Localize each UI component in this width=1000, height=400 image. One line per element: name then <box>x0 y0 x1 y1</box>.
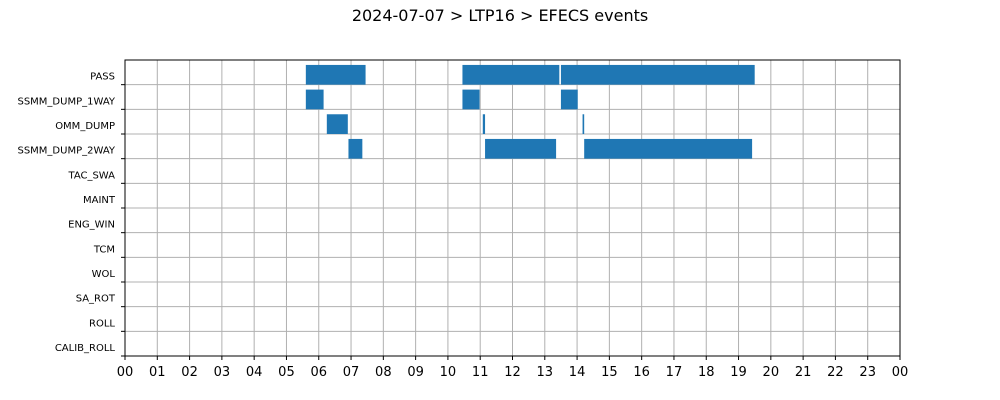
y-tick-label: TAC_SWA <box>67 170 115 181</box>
x-tick-label: 18 <box>698 365 715 380</box>
x-tick-label: 07 <box>343 365 360 380</box>
x-tick-label: 21 <box>795 365 812 380</box>
x-tick-label: 10 <box>440 365 457 380</box>
event-bar <box>305 64 366 85</box>
y-tick-label: CALIB_ROLL <box>55 343 116 354</box>
event-bar <box>482 114 486 134</box>
event-bar <box>326 114 348 134</box>
y-tick-label: MAINT <box>83 195 116 206</box>
y-tick-label: OMM_DUMP <box>55 121 115 132</box>
x-tick-label: 14 <box>569 365 586 380</box>
x-tick-label: 08 <box>375 365 392 380</box>
x-tick-label: 09 <box>407 365 424 380</box>
x-tick-label: 00 <box>892 365 909 380</box>
event-bar <box>584 138 753 159</box>
x-tick-label: 13 <box>537 365 554 380</box>
event-bar <box>462 64 560 85</box>
y-tick-label: TCM <box>93 244 115 255</box>
y-tick-label: WOL <box>92 269 116 280</box>
x-tick-label: 06 <box>310 365 327 380</box>
event-bar <box>582 114 585 134</box>
event-bar <box>485 138 557 159</box>
grid-layer <box>124 60 901 357</box>
y-tick-label: SSMM_DUMP_2WAY <box>17 146 115 157</box>
y-tick-label: SA_ROT <box>76 294 116 305</box>
x-tick-label: 05 <box>278 365 295 380</box>
y-tick-label: ENG_WIN <box>68 220 115 231</box>
x-tick-label: 03 <box>214 365 231 380</box>
x-tick-label: 17 <box>666 365 683 380</box>
x-tick-label: 04 <box>246 365 263 380</box>
event-bar <box>462 89 480 110</box>
bars-layer <box>305 64 755 159</box>
x-tick-label: 15 <box>601 365 618 380</box>
x-tick-label: 11 <box>472 365 489 380</box>
ticks-layer: 00 01 02 03 04 05 06 07 08 09 10 11 12 13 14 15 16 17 18 19… <box>17 72 908 380</box>
event-bar <box>305 89 324 110</box>
x-tick-label: 23 <box>859 365 876 380</box>
x-tick-label: 16 <box>633 365 650 380</box>
event-bar <box>348 138 363 159</box>
y-tick-label: PASS <box>90 72 115 83</box>
event-bar <box>560 89 578 110</box>
x-tick-label: 00 <box>117 365 134 380</box>
x-tick-label: 01 <box>149 365 166 380</box>
x-tick-label: 22 <box>827 365 844 380</box>
y-tick-label: ROLL <box>89 318 115 329</box>
x-tick-label: 12 <box>504 365 521 380</box>
x-tick-label: 20 <box>763 365 780 380</box>
x-tick-label: 02 <box>181 365 198 380</box>
plot-frame <box>124 59 901 357</box>
event-bar <box>560 64 755 85</box>
chart-title: 2024-07-07 > LTP16 > EFECS events <box>351 6 649 25</box>
x-tick-label: 19 <box>730 365 747 380</box>
y-tick-label: SSMM_DUMP_1WAY <box>17 96 115 107</box>
